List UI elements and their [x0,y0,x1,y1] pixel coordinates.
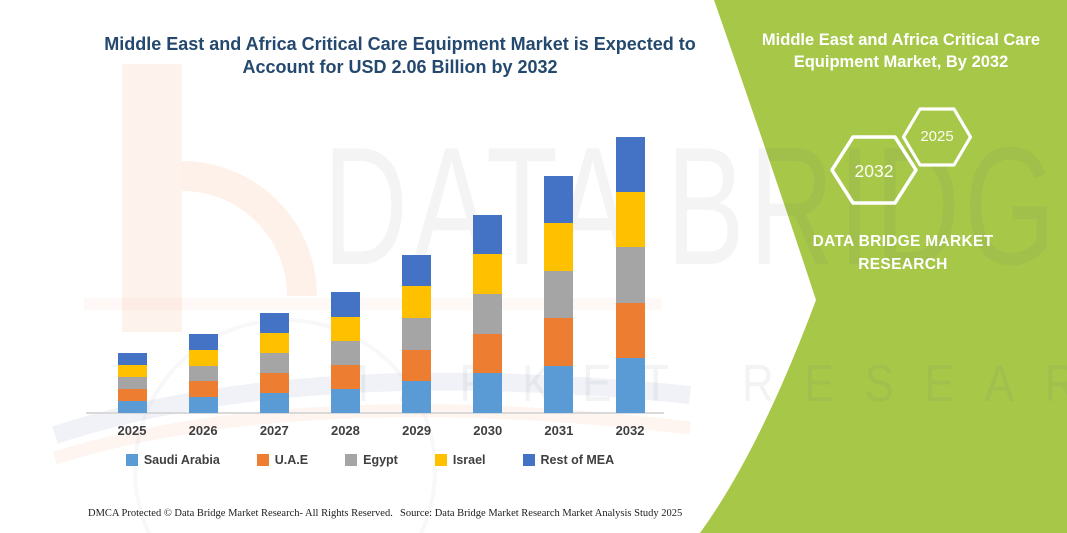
legend-item-Israel: Israel [434,453,486,467]
dmca-notice: DMCA Protected © Data Bridge Market Rese… [88,508,393,519]
bar-segment-2030-Egypt [473,293,503,334]
legend-swatch-Israel [434,454,447,466]
side-panel-title-line2: Equipment Market, By 2032 [793,52,1009,71]
legend-swatch-U.A.E [256,454,269,466]
bar-segment-2031-Egypt [544,270,574,319]
x-axis-label-2026: 2026 [188,423,218,438]
bar-segment-2026-Egypt [188,365,218,382]
bar-segment-2026-Saudi Arabia [188,397,218,413]
legend-swatch-Egypt [345,454,358,466]
bar-segment-2031-Saudi Arabia [544,365,574,413]
bar-2025 [117,352,147,413]
hexagon-2032-label: 2032 [854,161,894,181]
bar-segment-2025-Saudi Arabia [117,400,147,413]
legend-item-Egypt: Egypt [345,453,398,467]
bar-segment-2031-Israel [544,223,574,271]
bar-segment-2025-Egypt [117,376,147,389]
bar-segment-2028-U.A.E [330,364,360,389]
bar-segment-2029-Rest of MEA [402,254,432,287]
source-note: Source: Data Bridge Market Research Mark… [400,508,683,519]
bar-segment-2026-Israel [188,349,218,366]
bar-segment-2032-Saudi Arabia [615,357,645,413]
chart-title: Middle East and Africa Critical Care Equ… [55,33,745,79]
bar-2031 [544,175,574,413]
bar-segment-2025-U.A.E [117,388,147,401]
bar-2029 [402,254,432,413]
bar-segment-2029-Egypt [402,318,432,350]
bar-segment-2027-U.A.E [259,372,289,393]
bar-segment-2030-Israel [473,254,503,294]
watermark-tagline-text: MARKET RESEARCH [332,355,1067,413]
side-panel-title-line1: Middle East and Africa Critical Care [761,31,1041,49]
x-axis-label-2027: 2027 [259,423,289,438]
x-axis-label-2031: 2031 [544,423,574,438]
brand-name-line1: DATA BRIDGE MARKET [812,233,994,250]
chart-title-line2: Account for USD 2.06 Billion by 2032 [242,57,558,77]
legend-label-U.A.E: U.A.E [274,453,309,467]
brand-name: DATA BRIDGE MARKET RESEARCH [772,231,1034,276]
brand-name-line2: RESEARCH [858,255,948,273]
x-axis-line [86,412,664,414]
bar-segment-2030-U.A.E [473,333,503,374]
bar-segment-2025-Israel [117,364,147,377]
bar-segment-2032-Israel [615,192,645,248]
x-axis-label-2029: 2029 [402,423,432,438]
bar-segment-2032-Egypt [615,247,645,303]
legend-label-Saudi Arabia: Saudi Arabia [143,453,220,467]
bar-segment-2027-Rest of MEA [259,312,289,333]
legend-item-U.A.E: U.A.E [256,453,309,467]
bar-segment-2028-Israel [330,316,360,341]
legend-label-Egypt: Egypt [363,453,398,467]
bar-segment-2029-Israel [402,286,432,319]
chart-title-line1: Middle East and Africa Critical Care Equ… [104,34,696,54]
bar-2030 [473,214,503,413]
bar-2027 [259,312,289,414]
legend-label-Israel: Israel [452,453,486,467]
legend-label-Rest of MEA: Rest of MEA [540,453,615,467]
chart-legend: Saudi Arabia U.A.E Egypt Israel Rest of MEA [40,453,700,467]
bar-segment-2026-Rest of MEA [188,333,218,350]
bar-2026 [188,333,218,413]
bar-segment-2026-U.A.E [188,381,218,398]
legend-swatch-Rest of MEA [522,454,535,466]
x-axis-label-2030: 2030 [473,423,503,438]
side-panel-title: Middle East and Africa Critical Care Equ… [742,30,1060,73]
bar-segment-2027-Israel [259,332,289,353]
bar-segment-2031-Rest of MEA [544,175,574,224]
x-axis-label-2025: 2025 [117,423,147,438]
green-panel-shape [700,0,1067,533]
x-axis-label-2032: 2032 [615,423,645,438]
bar-segment-2025-Rest of MEA [117,352,147,365]
bar-segment-2027-Egypt [259,352,289,373]
bar-segment-2029-U.A.E [402,349,432,382]
bar-segment-2032-Rest of MEA [615,136,645,193]
bar-segment-2028-Saudi Arabia [330,388,360,413]
bar-segment-2031-U.A.E [544,318,574,366]
bar-segment-2027-Saudi Arabia [259,392,289,413]
bar-2032 [615,136,645,413]
legend-item-Saudi Arabia: Saudi Arabia [125,453,220,467]
legend-swatch-Saudi Arabia [125,454,138,466]
hexagon-2025-label: 2025 [920,128,954,145]
x-axis-label-2028: 2028 [330,423,360,438]
bar-segment-2028-Egypt [330,340,360,365]
bar-segment-2029-Saudi Arabia [402,381,432,413]
bar-2028 [330,292,360,413]
legend-item-Rest of MEA: Rest of MEA [522,453,615,467]
bar-segment-2030-Rest of MEA [473,214,503,255]
bar-segment-2030-Saudi Arabia [473,373,503,413]
bar-segment-2032-U.A.E [615,302,645,358]
bar-segment-2028-Rest of MEA [330,292,360,317]
